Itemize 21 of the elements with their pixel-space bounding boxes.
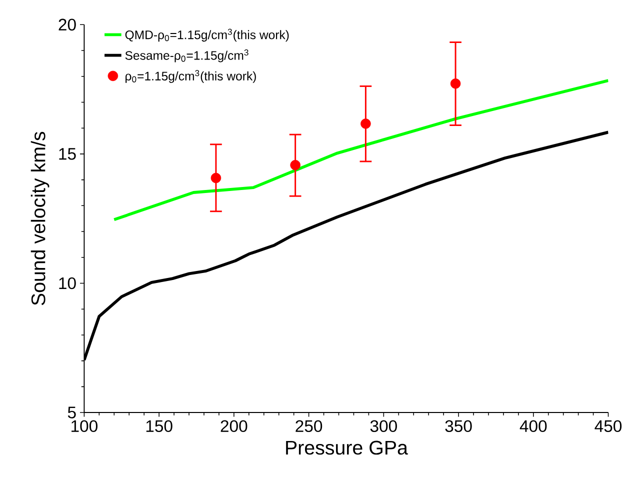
x-tick-label: 250 xyxy=(296,420,322,432)
point xyxy=(450,78,461,89)
y-tick-label: 15 xyxy=(59,148,76,160)
x-tick-label: 300 xyxy=(370,420,397,432)
legend-label: ρ$_{0}$=1.15g/cm$^{3}$(this work) xyxy=(126,70,256,84)
x-tick-label: 400 xyxy=(520,420,547,432)
legend-label: Sesame-ρ$_{0}$=1.15g/cm$^{3}$ xyxy=(125,50,248,62)
x-tick-label: 150 xyxy=(146,420,172,432)
y-tick-label: 20 xyxy=(58,18,76,31)
x-tick-label: 100 xyxy=(72,420,98,432)
y-tick-label: 5 xyxy=(68,406,76,419)
point xyxy=(210,173,222,184)
x-tick-label: 450 xyxy=(594,420,622,432)
y-axis-title: Sound velocity km/s xyxy=(30,132,50,306)
x-axis-title: Pressure GPa xyxy=(286,440,408,455)
x-tick-label: 200 xyxy=(220,420,248,432)
y-tick-label: 10 xyxy=(59,278,76,290)
point xyxy=(360,118,371,130)
legend-label: QMD-ρ$_{0}$=1.15g/cm$^{3}$(this work) xyxy=(125,29,289,42)
x-tick-label: 350 xyxy=(445,420,472,432)
point xyxy=(290,160,300,170)
